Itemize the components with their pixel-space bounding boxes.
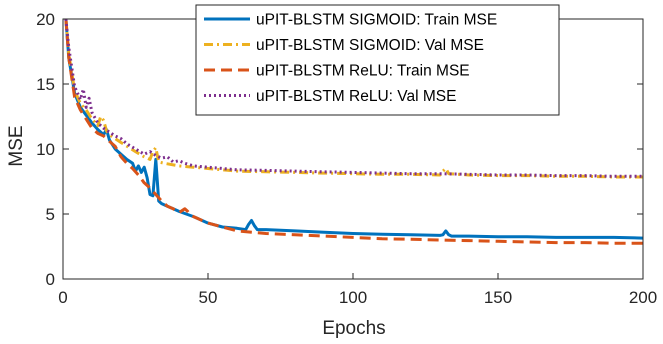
- y-axis-label: MSE: [6, 125, 27, 166]
- x-tick-label: 200: [629, 288, 657, 307]
- x-tick-label: 0: [58, 288, 67, 307]
- x-tick-label: 100: [339, 288, 367, 307]
- y-tick-label: 5: [46, 205, 55, 224]
- series-line-2: [64, 19, 643, 179]
- y-tick-label: 0: [46, 270, 55, 289]
- legend-label-2: uPIT-BLSTM SIGMOID: Val MSE: [256, 37, 484, 54]
- y-tick-label: 15: [36, 75, 55, 94]
- x-axis-label: Epochs: [322, 318, 385, 339]
- legend-box: [195, 4, 560, 116]
- legend-label-4: uPIT-BLSTM ReLU: Val MSE: [256, 88, 456, 105]
- x-tick-label: 150: [484, 288, 512, 307]
- series-line-3: [64, 19, 643, 245]
- y-tick-label: 10: [36, 140, 55, 159]
- series-line-1: [64, 19, 643, 240]
- x-tick-label: 50: [199, 288, 218, 307]
- legend-label-3: uPIT-BLSTM ReLU: Train MSE: [256, 63, 470, 80]
- legend-label-1: uPIT-BLSTM SIGMOID: Train MSE: [256, 12, 497, 29]
- y-tick-label: 20: [36, 10, 55, 29]
